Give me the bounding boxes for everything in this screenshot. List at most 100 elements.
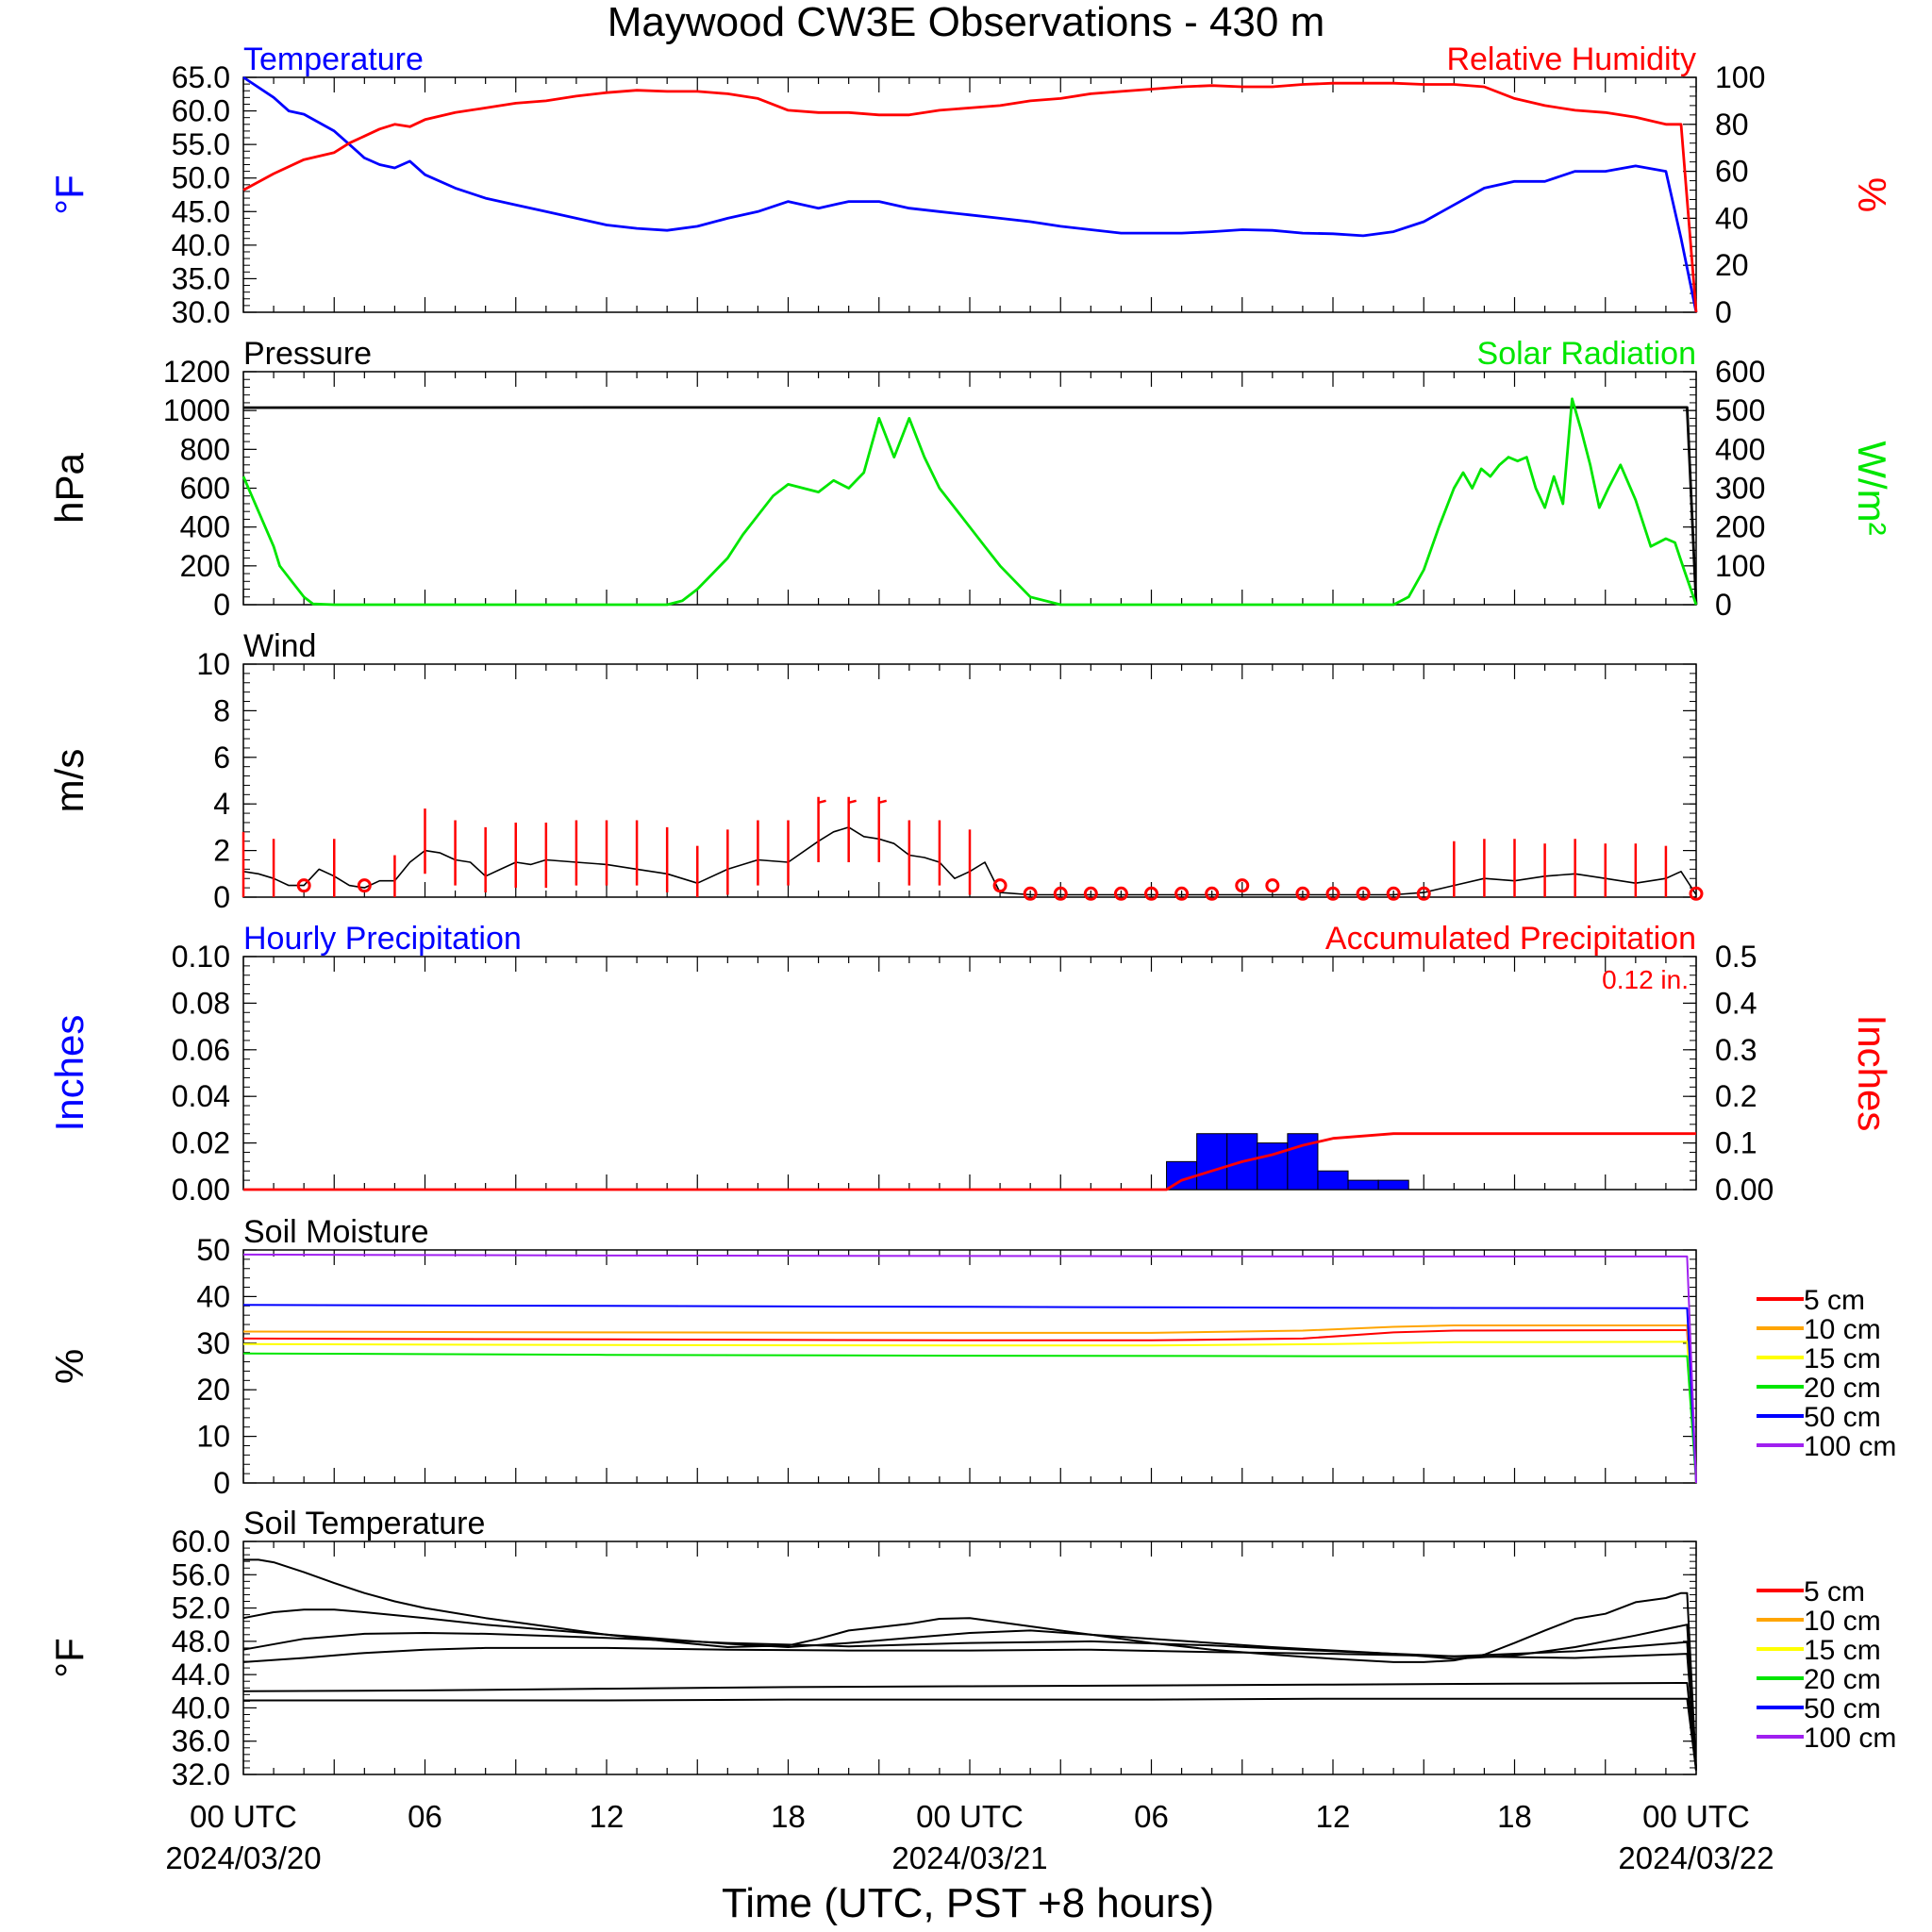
y-tick-label-left: 0 [213, 880, 230, 914]
y-tick-label-right: 0.4 [1715, 986, 1757, 1020]
y-tick-label-right: 20 [1715, 248, 1749, 282]
legend-label: 15 cm [1804, 1635, 1881, 1666]
series-line-1 [242, 81, 1698, 313]
legend-label: 15 cm [1804, 1343, 1881, 1374]
wind-calm-marker [1689, 886, 1704, 901]
y-tick-label-left: 6 [213, 741, 230, 774]
panel-title-right: Relative Humidity [1446, 42, 1696, 77]
y-tick-label-left: 32.0 [172, 1757, 230, 1791]
panel-title-left: Pressure [243, 336, 372, 372]
panel-title-left: Soil Moisture [243, 1214, 429, 1250]
x-tick-label: 00 UTC [190, 1799, 297, 1834]
series-line-0 [242, 1329, 1697, 1484]
y-tick-label-right: 0 [1715, 588, 1732, 622]
x-tick-label: 12 [1316, 1799, 1351, 1834]
x-tick-label: 18 [771, 1799, 806, 1834]
x-tick-label: 06 [1134, 1799, 1169, 1834]
y-tick-label-left: 0.04 [172, 1079, 230, 1113]
legend-label: 20 cm [1804, 1664, 1881, 1695]
y-tick-label-left: 600 [180, 472, 230, 506]
y-tick-label-left: 0.10 [172, 940, 230, 974]
y-tick-label-right: 0.1 [1715, 1126, 1757, 1160]
y-axis-label-left: Inches [47, 1015, 92, 1132]
y-tick-label-left: 8 [213, 693, 230, 727]
y-tick-label-left: 50 [196, 1233, 230, 1267]
series-line-5 [243, 1697, 1697, 1771]
y-tick-label-left: 10 [196, 647, 230, 681]
y-tick-label-right: 100 [1715, 549, 1765, 583]
y-axis-label-right: Inches [1850, 1015, 1894, 1132]
y-tick-label-left: 0 [213, 588, 230, 622]
panel-2: 0 2 4 6 8 10 Wind m/s [47, 628, 1704, 914]
wind-calm-marker [1205, 886, 1220, 901]
wind-calm-marker [1235, 878, 1250, 893]
x-tick-label: 18 [1497, 1799, 1532, 1834]
y-tick-label-left: 4 [213, 787, 230, 821]
wind-calm-marker [992, 878, 1008, 893]
y-tick-label-left: 30.0 [172, 295, 230, 329]
panels: 30.035.040.045.050.055.060.065.002040608… [47, 42, 1896, 1791]
y-tick-label-left: 2 [213, 834, 230, 868]
x-tick-label: 06 [408, 1799, 442, 1834]
wind-calm-marker [1416, 886, 1431, 901]
legend-label: 20 cm [1804, 1373, 1881, 1404]
x-tick-date: 2024/03/21 [891, 1840, 1047, 1875]
y-tick-label-left: 36.0 [172, 1724, 230, 1758]
series-line-4 [242, 1682, 1697, 1771]
y-tick-label-left: 10 [196, 1420, 230, 1454]
y-tick-label-left: 40.0 [172, 228, 230, 262]
y-tick-label-right: 0.00 [1715, 1173, 1774, 1207]
y-tick-label-left: 55.0 [172, 127, 230, 161]
y-tick-label-right: 0.5 [1715, 940, 1757, 974]
wind-calm-marker [1265, 878, 1280, 893]
wind-calm-marker [1356, 886, 1371, 901]
series-line-1 [242, 1324, 1697, 1484]
y-tick-label-right: 200 [1715, 510, 1765, 544]
y-axis-label-right: % [1850, 177, 1894, 212]
wind-calm-marker [296, 878, 311, 893]
series-line-0 [243, 1558, 1697, 1771]
y-tick-label-right: 60 [1715, 155, 1749, 189]
y-tick-label-left: 30 [196, 1326, 230, 1360]
y-tick-label-right: 0 [1715, 295, 1732, 329]
y-tick-label-left: 40 [196, 1279, 230, 1313]
y-tick-label-left: 48.0 [172, 1624, 230, 1658]
y-tick-label-right: 100 [1715, 60, 1765, 94]
y-axis-label-left: °F [47, 175, 92, 214]
x-tick-date: 2024/03/20 [165, 1840, 321, 1875]
series-line-0 [242, 406, 1698, 606]
y-axis-label-right: W/m² [1850, 441, 1894, 535]
x-tick-label: 12 [590, 1799, 625, 1834]
panel-3: 0.00 0.02 0.04 0.06 0.08 0.10 0.00 0.1 0.2 0.3 0.4… [47, 921, 1894, 1207]
y-axis-label-left: % [47, 1349, 92, 1384]
y-tick-label-left: 45.0 [172, 194, 230, 228]
wind-barb-flag [818, 799, 826, 805]
y-tick-label-left: 0.00 [172, 1173, 230, 1207]
x-axis-label: Time (UTC, PST +8 hours) [722, 1880, 1214, 1926]
y-tick-label-left: 0.06 [172, 1033, 230, 1067]
y-tick-label-right: 600 [1715, 355, 1765, 389]
y-tick-label-left: 0.08 [172, 986, 230, 1020]
y-tick-label-left: 65.0 [172, 60, 230, 94]
wind-barb-flag [848, 799, 857, 805]
y-tick-label-left: 56.0 [172, 1557, 230, 1591]
series-line-5 [242, 1253, 1697, 1484]
panel-title-right: Solar Radiation [1477, 336, 1696, 372]
y-tick-label-left: 800 [180, 432, 230, 466]
y-tick-label-right: 500 [1715, 393, 1765, 427]
y-tick-label-right: 80 [1715, 108, 1749, 142]
y-tick-label-left: 1000 [163, 393, 230, 427]
precip-bar [1196, 1133, 1228, 1191]
panel-0: 30.035.040.045.050.055.060.065.0 0 20 40 60 8… [47, 42, 1894, 329]
wind-calm-marker [1144, 886, 1158, 901]
y-tick-label-left: 60.0 [172, 94, 230, 128]
wind-calm-marker [1295, 886, 1310, 901]
y-axis-label-left: °F [47, 1638, 92, 1677]
y-tick-label-left: 52.0 [172, 1591, 230, 1625]
wind-calm-marker [1174, 886, 1190, 901]
panel-title-left: Wind [243, 628, 316, 664]
panel-frame [242, 1249, 1697, 1484]
legend-label: 10 cm [1804, 1606, 1881, 1637]
